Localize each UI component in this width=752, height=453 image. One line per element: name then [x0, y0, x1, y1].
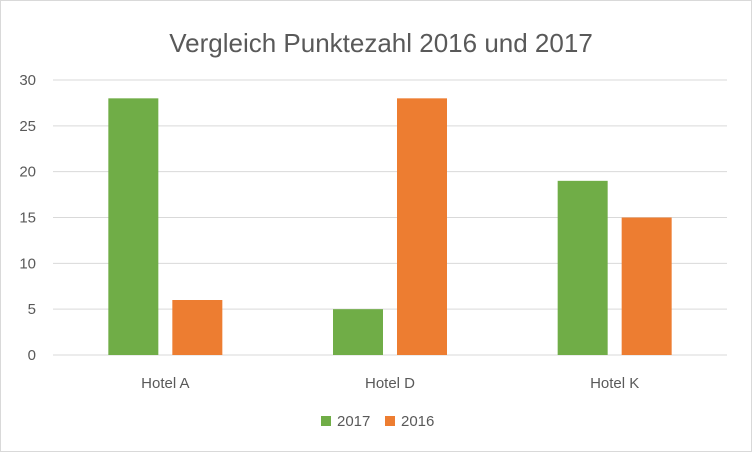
x-axis: Hotel A Hotel D Hotel K — [141, 375, 639, 392]
y-tick-label: 20 — [19, 164, 36, 181]
y-tick-label: 25 — [19, 118, 36, 135]
bar-2016-hotel-a — [172, 300, 223, 355]
legend-label-2016: 2016 — [401, 413, 434, 430]
y-tick-label: 0 — [28, 347, 36, 364]
y-tick-label: 15 — [19, 210, 36, 227]
legend-label-2017: 2017 — [337, 413, 370, 430]
x-tick-label: Hotel A — [141, 375, 189, 392]
bar-2016-hotel-d — [397, 98, 447, 355]
bars — [108, 98, 672, 355]
bar-2017-hotel-k — [557, 180, 608, 355]
chart-title: Vergleich Punktezahl 2016 und 2017 — [169, 28, 593, 58]
x-tick-label: Hotel K — [590, 375, 639, 392]
y-tick-label: 30 — [19, 72, 36, 89]
y-tick-label: 5 — [28, 301, 36, 318]
bar-2017-hotel-a — [108, 98, 159, 355]
x-tick-label: Hotel D — [365, 375, 415, 392]
y-tick-label: 10 — [19, 255, 36, 272]
legend-swatch-2017 — [321, 416, 331, 426]
gridlines — [53, 79, 727, 356]
y-axis: 0 5 10 15 20 25 30 — [19, 72, 36, 364]
legend-swatch-2016 — [385, 416, 395, 426]
legend: 2017 2016 — [321, 413, 434, 430]
bar-2016-hotel-k — [621, 217, 672, 355]
bar-2017-hotel-d — [333, 309, 383, 355]
